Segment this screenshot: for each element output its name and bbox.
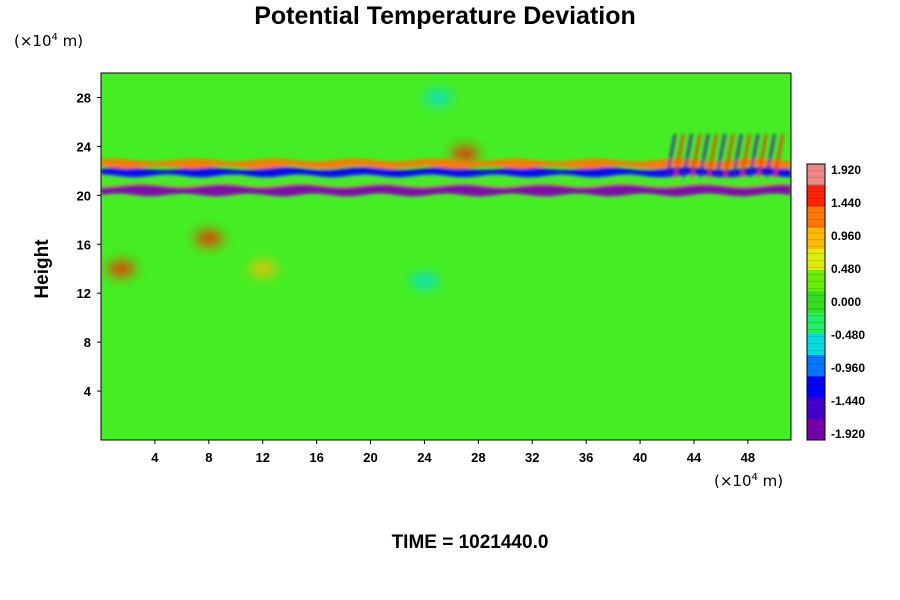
field-wave xyxy=(765,133,776,178)
colorbar-segment xyxy=(807,418,825,441)
colorbar-label: -0.960 xyxy=(831,361,865,375)
field-blob xyxy=(450,145,479,162)
y-axis-unit: (×104 m) xyxy=(14,32,84,50)
field-sharp-layer xyxy=(101,133,791,197)
field-blob xyxy=(410,272,439,289)
colorbar-label: -1.440 xyxy=(831,394,865,408)
colorbar-segment xyxy=(807,355,825,377)
field-wave xyxy=(682,133,693,178)
colorbar-segment xyxy=(807,291,825,314)
y-tick-label: 20 xyxy=(77,188,91,203)
colorbar: 1.920 1.440 0.960 0.480 0.000 -0.480 -0.960 -1.… xyxy=(806,163,865,441)
x-tick-label: 32 xyxy=(525,450,539,465)
colorbar-segment xyxy=(807,312,825,335)
colorbar-segment xyxy=(807,227,825,250)
colorbar-segment xyxy=(807,248,825,271)
y-tick-label: 8 xyxy=(84,335,91,350)
colorbar-segment xyxy=(807,397,825,420)
field-band xyxy=(101,158,791,169)
y-tick-label: 16 xyxy=(77,237,91,252)
x-tick-label: 8 xyxy=(205,450,212,465)
x-axis-unit: (×104 m) xyxy=(714,472,784,490)
field-blob xyxy=(423,89,452,106)
x-tick-label: 48 xyxy=(741,450,755,465)
colorbar-label: -1.920 xyxy=(831,427,865,441)
field-band xyxy=(101,184,791,197)
colorbar-segment xyxy=(807,185,825,207)
colorbar-label: 0.960 xyxy=(831,229,861,243)
field-wave xyxy=(707,133,718,178)
colorbar-label: 0.000 xyxy=(831,295,861,309)
colorbar-label: 1.440 xyxy=(831,196,861,210)
field-blob xyxy=(107,260,136,277)
time-label: TIME = 1021440.0 xyxy=(391,532,549,553)
x-tick-label: 44 xyxy=(687,450,702,465)
heatmap-field xyxy=(101,73,791,440)
x-axis-ticks: 4 8 12 16 20 24 28 32 36 40 44 48 xyxy=(151,440,755,465)
colorbar-segment xyxy=(807,270,825,292)
x-tick-label: 36 xyxy=(579,450,593,465)
colorbar-segment xyxy=(807,376,825,399)
x-tick-label: 16 xyxy=(309,450,323,465)
x-tick-label: 20 xyxy=(363,450,377,465)
y-tick-label: 24 xyxy=(77,139,92,154)
field-wave xyxy=(748,133,760,178)
field-wave xyxy=(740,133,751,178)
field-blob xyxy=(248,260,277,277)
field-wave xyxy=(674,133,685,178)
plot-frame xyxy=(100,72,792,441)
y-tick-label: 12 xyxy=(77,286,91,301)
x-tick-label: 4 xyxy=(151,450,159,465)
field-wave xyxy=(732,133,743,178)
colorbar-segment xyxy=(807,206,825,229)
field-band xyxy=(101,166,791,178)
field-soft-layer xyxy=(107,89,479,289)
colorbar-segment xyxy=(807,333,825,356)
colorbar-label: 0.480 xyxy=(831,262,861,276)
colorbar-frame xyxy=(806,163,826,441)
y-tick-label: 4 xyxy=(84,384,92,399)
field-wave xyxy=(757,133,768,178)
field-background xyxy=(101,73,791,440)
x-tick-label: 40 xyxy=(633,450,647,465)
field-wave xyxy=(690,133,702,178)
field-wave xyxy=(715,133,727,178)
colorbar-segment xyxy=(807,164,825,186)
x-tick-label: 12 xyxy=(255,450,269,465)
y-tick-label: 28 xyxy=(77,90,91,105)
field-wave xyxy=(665,133,677,178)
y-axis-ticks: 4 8 12 16 20 24 28 xyxy=(77,90,101,399)
x-tick-label: 28 xyxy=(471,450,485,465)
x-tick-label: 24 xyxy=(417,450,432,465)
chart-title: Potential Temperature Deviation xyxy=(254,2,636,30)
field-wave xyxy=(773,133,785,178)
field-blob xyxy=(194,230,223,247)
colorbar-label: 1.920 xyxy=(831,163,861,177)
field-wave xyxy=(698,133,710,178)
field-wave xyxy=(723,133,735,178)
colorbar-label: -0.480 xyxy=(831,328,865,342)
